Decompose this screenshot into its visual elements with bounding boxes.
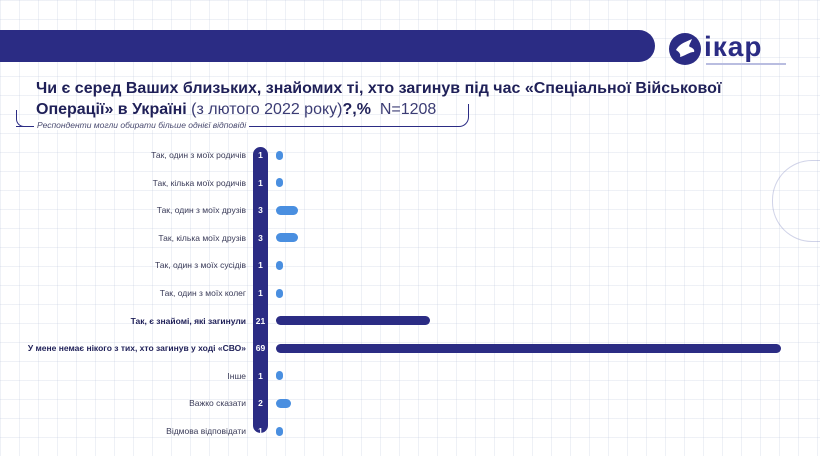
logo-text: ікар: [704, 31, 763, 62]
category-label: Відмова відповідати: [166, 426, 246, 436]
value-label: 1: [258, 426, 263, 436]
category-label: Так, кілька моїх друзів: [158, 232, 246, 243]
title-period: (з лютого 2022 року): [191, 101, 343, 118]
category-label: Так, один з моїх колег: [159, 288, 246, 298]
bar: [276, 233, 298, 243]
bar: [276, 288, 284, 298]
value-label: 1: [258, 370, 263, 381]
bar: [276, 316, 430, 326]
bar: [276, 343, 781, 353]
category-label: Так, є знайомі, які загинули: [130, 315, 246, 326]
title-suffix: ?,%: [342, 101, 371, 118]
bar: [276, 398, 291, 408]
value-label: 2: [258, 398, 263, 409]
value-label: 21: [255, 315, 266, 326]
value-column: [253, 147, 268, 433]
chart-title: Чи є серед Ваших близьких, знайомих ті, …: [36, 78, 776, 120]
category-label: Інше: [227, 370, 246, 381]
title-frame-left: [16, 110, 29, 127]
category-label: Так, один з моїх родичів: [151, 150, 246, 160]
value-label: 3: [258, 232, 263, 243]
category-label: Важко сказати: [189, 398, 246, 409]
brand-logo: ікар: [668, 30, 788, 70]
bar: [276, 426, 284, 436]
sample-size: N=1208: [379, 101, 437, 118]
logo-tagline: [706, 63, 786, 65]
respondent-note: Респонденти могли обирати більше однієї …: [34, 120, 250, 130]
value-label: 1: [258, 288, 263, 298]
value-label: 3: [258, 205, 263, 216]
category-label: У мене немає нікого з тих, хто загинув у…: [27, 343, 246, 354]
bar: [276, 178, 284, 188]
category-label: Так, один з моїх сусідів: [155, 260, 246, 271]
title-main: Чи є серед Ваших близьких, знайомих ті, …: [36, 80, 722, 118]
bar: [276, 260, 284, 270]
bar: [276, 371, 284, 381]
decorative-arc: [772, 160, 820, 242]
bar: [276, 150, 284, 160]
value-label: 1: [258, 260, 263, 271]
category-label: Так, один з моїх друзів: [156, 205, 246, 216]
category-label: Так, кілька моїх родичів: [152, 177, 246, 188]
header-band: [0, 30, 655, 62]
value-label: 1: [258, 177, 263, 188]
value-label: 69: [255, 343, 266, 354]
dove-icon: [669, 33, 701, 65]
value-label: 1: [258, 150, 263, 160]
bar: [276, 205, 298, 215]
